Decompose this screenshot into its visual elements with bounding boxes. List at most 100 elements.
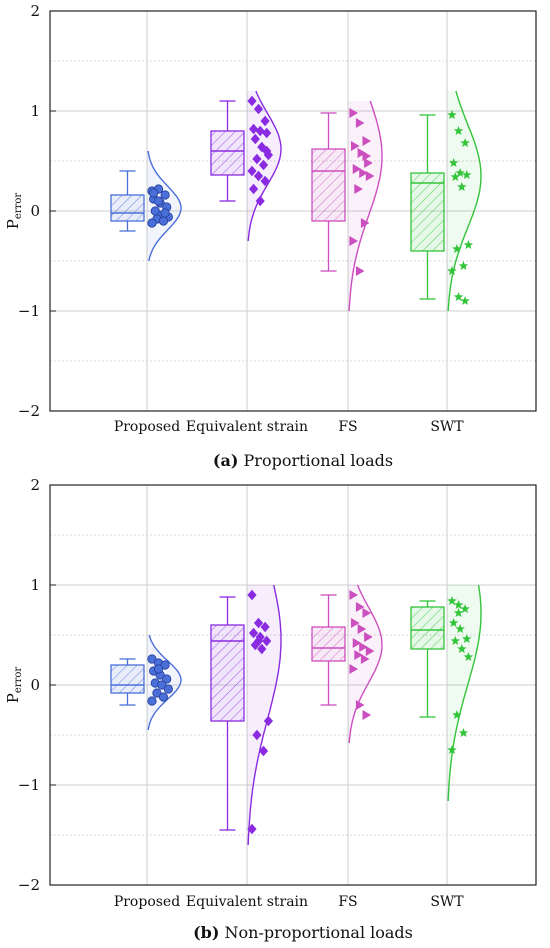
- x-tick-label: SWT: [430, 419, 464, 435]
- data-point: [349, 590, 358, 600]
- data-point: [352, 638, 362, 648]
- y-tick-label: 2: [30, 476, 40, 494]
- data-point: [252, 153, 262, 165]
- data-point: [147, 654, 157, 664]
- data-point: [253, 635, 264, 647]
- data-point: [153, 664, 164, 674]
- distribution-area: [447, 91, 481, 311]
- series-equivalent-strain: [210, 584, 282, 846]
- data-point: [160, 660, 170, 670]
- data-point: [262, 145, 272, 157]
- distribution-curve: [348, 584, 383, 744]
- box: [311, 148, 346, 222]
- y-axis-label: Perror: [4, 193, 24, 230]
- data-point: [462, 634, 472, 643]
- data-point: [260, 621, 270, 633]
- panel-caption: (a) Proportional loads: [213, 451, 393, 470]
- data-point: [355, 602, 365, 612]
- data-point: [349, 236, 358, 246]
- data-point: [453, 292, 464, 301]
- data-point: [450, 636, 460, 645]
- series-swt: [410, 584, 482, 802]
- data-point: [357, 624, 367, 634]
- data-point: [162, 674, 172, 684]
- distribution-curve: [447, 584, 482, 802]
- series-proposed: [110, 634, 182, 731]
- data-point: [364, 158, 373, 168]
- x-tick-label: Proposed: [114, 894, 180, 910]
- data-point: [263, 715, 273, 727]
- data-point: [355, 266, 365, 276]
- y-axis-label: Perror: [4, 667, 24, 704]
- y-tick-label: 0: [30, 676, 40, 694]
- data-point: [458, 261, 469, 270]
- data-point: [447, 596, 457, 605]
- data-point: [362, 608, 372, 618]
- data-point: [250, 133, 260, 145]
- data-point: [452, 710, 462, 719]
- data-point: [147, 218, 157, 228]
- data-point: [355, 118, 365, 128]
- y-tick-label: 1: [30, 102, 40, 120]
- data-point: [349, 664, 358, 674]
- data-point: [360, 654, 370, 664]
- data-point: [453, 600, 464, 609]
- y-tick-label: 0: [30, 202, 40, 220]
- chart-panel-b: −2 −1 0 1 2 Perror Proposed Equivalent strain FS…: [4, 476, 537, 942]
- data-point: [463, 240, 474, 249]
- distribution-area: [348, 101, 382, 311]
- data-point: [447, 110, 457, 119]
- y-tick-label: −2: [18, 402, 40, 420]
- distribution-area: [247, 585, 281, 845]
- data-point: [455, 168, 465, 177]
- panel-caption: (b) Non-proportional loads: [193, 923, 413, 942]
- series-fs: [311, 584, 383, 744]
- data-point: [253, 617, 264, 629]
- data-point: [257, 141, 267, 153]
- data-point: [252, 729, 262, 741]
- data-point: [457, 644, 467, 653]
- data-point: [249, 627, 259, 639]
- data-point: [365, 646, 375, 656]
- data-point: [354, 184, 363, 194]
- data-point: [460, 296, 470, 305]
- data-point: [147, 696, 157, 706]
- x-tick-label: FS: [338, 419, 357, 435]
- data-point: [263, 149, 273, 161]
- data-point: [160, 190, 170, 200]
- box: [410, 172, 445, 252]
- data-point: [262, 127, 272, 139]
- data-point: [463, 652, 474, 661]
- distribution-curve: [147, 634, 182, 731]
- data-point: [160, 208, 170, 218]
- data-point: [149, 188, 159, 198]
- box: [410, 606, 445, 650]
- data-point: [455, 624, 465, 633]
- y-tick-label: 2: [30, 2, 40, 20]
- data-point: [447, 266, 457, 275]
- data-point: [453, 608, 464, 617]
- data-point: [362, 710, 372, 720]
- data-point: [450, 172, 460, 181]
- y-tick-label: −2: [18, 876, 40, 894]
- data-point: [258, 745, 269, 757]
- data-point: [362, 151, 372, 161]
- data-point: [247, 95, 257, 107]
- y-tick-label: 1: [30, 576, 40, 594]
- box: [110, 194, 145, 222]
- box: [210, 624, 245, 722]
- data-point: [453, 126, 464, 135]
- data-point: [462, 170, 472, 179]
- data-point: [354, 650, 363, 660]
- data-point: [352, 164, 362, 174]
- data-point: [258, 159, 269, 171]
- data-point: [158, 216, 169, 226]
- data-point: [257, 643, 267, 655]
- data-point: [247, 589, 257, 601]
- distribution-curve: [147, 150, 182, 262]
- data-point: [247, 165, 257, 177]
- data-point: [448, 158, 459, 167]
- x-tick-label: FS: [338, 894, 357, 910]
- data-point: [260, 175, 270, 187]
- data-point: [157, 680, 167, 690]
